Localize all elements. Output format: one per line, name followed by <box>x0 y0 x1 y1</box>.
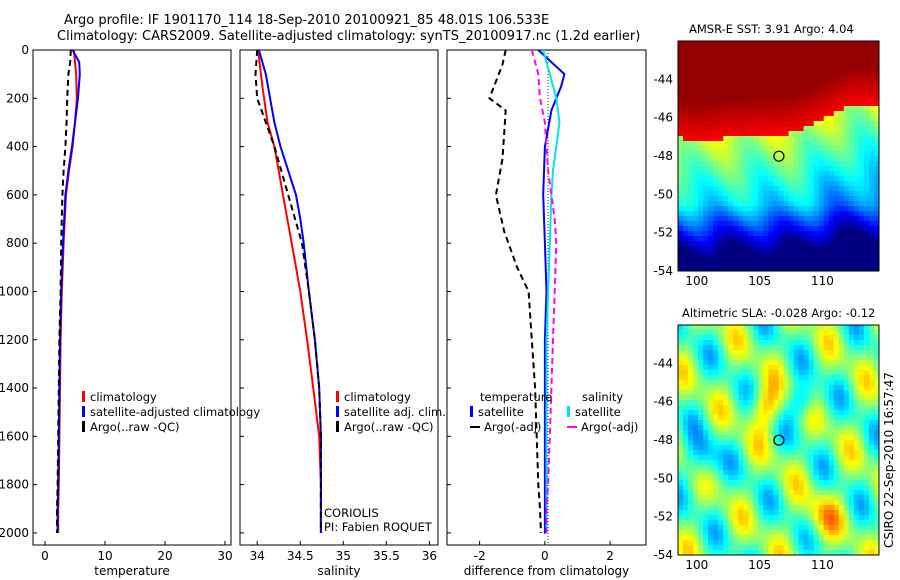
y-tick-label: 1000 <box>0 284 29 298</box>
legend-item-climatology: climatology <box>336 390 446 405</box>
legend-group-title: temperature <box>480 390 553 404</box>
legend-item-temp-argo: Argo(-adj) <box>470 420 552 435</box>
x-tick-label: 0 <box>541 549 549 563</box>
temperature-axis-label: temperature <box>94 564 170 578</box>
map-x-tick-label: 100 <box>685 274 708 288</box>
series-line-temperature-argo-adj- <box>488 49 542 533</box>
x-tick-label: 35 <box>336 549 351 563</box>
x-tick-label: 30 <box>217 549 232 563</box>
map-y-tick-label: -44 <box>653 356 673 370</box>
legend-item-climatology: climatology <box>82 390 260 405</box>
map-y-tick-label: -52 <box>653 226 673 240</box>
production-stamp: CSIRO 22-Sep-2010 16:57:47 <box>882 372 896 548</box>
difference-legend-temperature: temperature satellite Argo(-adj) <box>470 390 552 435</box>
salinity-legend: climatology satellite adj. clim. Argo(..… <box>336 390 446 435</box>
argo-location-marker <box>773 150 785 162</box>
argo-location-marker <box>773 434 785 446</box>
sla-map-title: Altimetric SLA: -0.028 Argo: -0.12 <box>682 306 876 320</box>
legend-group-title: salinity <box>582 390 624 404</box>
sst-map-title: AMSR-E SST: 3.91 Argo: 4.04 <box>689 22 854 36</box>
x-tick-label: 10 <box>97 549 112 563</box>
y-tick-label: 1400 <box>0 381 29 395</box>
x-tick-label: 35.5 <box>373 549 400 563</box>
map-y-tick-label: -54 <box>653 264 673 278</box>
x-tick-label: 36 <box>422 549 437 563</box>
x-tick-label: 34.5 <box>287 549 314 563</box>
y-tick-label: 2000 <box>0 526 29 540</box>
x-tick-label: 0 <box>41 549 49 563</box>
sst-map-axes <box>677 40 880 272</box>
map-y-tick-label: -54 <box>653 548 673 562</box>
y-tick-label: 800 <box>6 236 29 250</box>
legend-item-temp-satellite: satellite <box>470 405 552 420</box>
map-y-tick-label: -48 <box>653 149 673 163</box>
data-center-note: CORIOLIS PI: Fabien ROQUET <box>324 506 432 534</box>
y-tick-label: 400 <box>6 140 29 154</box>
map-y-tick-label: -48 <box>653 433 673 447</box>
series-line-climatology <box>257 49 322 533</box>
y-tick-label: 0 <box>21 43 29 57</box>
legend-item-argo: Argo(..raw -QC) <box>336 420 446 435</box>
map-x-tick-label: 100 <box>685 558 708 572</box>
map-x-tick-label: 105 <box>748 558 771 572</box>
sla-map-axes <box>677 324 880 556</box>
difference-legend-salinity: salinity satellite Argo(-adj) <box>567 390 638 435</box>
series-line-salinity-argo-adj- <box>530 49 558 533</box>
y-tick-label: 1200 <box>0 333 29 347</box>
sla-map <box>678 325 880 556</box>
y-tick-label: 200 <box>6 91 29 105</box>
y-tick-label: 1600 <box>0 429 29 443</box>
legend-item-satellite-adj: satellite adj. clim. <box>336 405 446 420</box>
difference-axis-label: difference from climatology <box>463 564 630 578</box>
legend-item-argo: Argo(..raw -QC) <box>82 420 260 435</box>
chart-title-line1: Argo profile: IF 1901170_114 18-Sep-2010… <box>64 13 550 28</box>
x-tick-label: 20 <box>157 549 172 563</box>
y-tick-label: 1800 <box>0 478 29 492</box>
legend-item-sal-satellite: satellite <box>567 405 638 420</box>
x-tick-label: 2 <box>606 549 614 563</box>
temperature-axes <box>32 49 232 546</box>
map-y-tick-label: -52 <box>653 510 673 524</box>
map-y-tick-label: -44 <box>653 72 673 86</box>
map-x-tick-label: 110 <box>811 274 834 288</box>
legend-item-satellite-adjusted: satellite-adjusted climatology <box>82 405 260 420</box>
map-y-tick-label: -46 <box>653 395 673 409</box>
map-x-tick-label: 110 <box>811 558 834 572</box>
salinity-axes <box>239 49 439 546</box>
sst-map <box>678 41 880 272</box>
series-line-argo-raw-qc- <box>254 49 322 533</box>
legend-item-sal-argo: Argo(-adj) <box>567 420 638 435</box>
y-tick-label: 600 <box>6 188 29 202</box>
x-tick-label: -2 <box>474 549 486 563</box>
salinity-axis-label: salinity <box>317 564 361 578</box>
map-y-tick-label: -50 <box>653 471 673 485</box>
chart-title-line2: Climatology: CARS2009. Satellite-adjuste… <box>57 29 641 44</box>
temperature-legend: climatology satellite-adjusted climatolo… <box>82 390 260 435</box>
series-line-temperature-satellite <box>537 49 566 534</box>
map-y-tick-label: -46 <box>653 111 673 125</box>
x-tick-label: 34 <box>250 549 265 563</box>
map-y-tick-label: -50 <box>653 187 673 201</box>
map-x-tick-label: 105 <box>748 274 771 288</box>
difference-axes <box>446 49 647 546</box>
series-line-argo-raw-qc- <box>56 49 72 533</box>
series-line-salinity-satellite <box>542 49 561 533</box>
series-line-satellite-adj-clim- <box>257 49 322 533</box>
